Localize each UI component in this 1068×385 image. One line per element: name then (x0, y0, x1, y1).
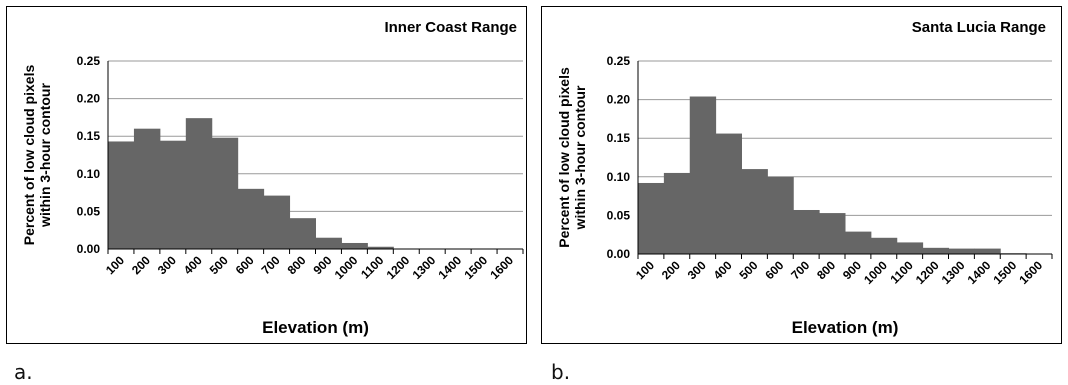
chart-panel-inner-coast-range: 0.00 0.05 0.10 0.15 0.20 0.25 100 200 300 400 500 6… (6, 6, 527, 344)
figure-caption-b: b. (551, 360, 571, 384)
x-tick-label: 1200 (913, 258, 942, 287)
histogram-bar (289, 218, 316, 249)
y-tick-label: 0.20 (77, 92, 101, 106)
x-tick-label: 100 (103, 253, 127, 277)
x-tick-label: 100 (633, 258, 657, 282)
histogram-bar (237, 188, 265, 249)
x-tick-label: 1000 (861, 258, 890, 287)
histogram-bar (948, 248, 975, 254)
histogram-bar (211, 137, 239, 249)
y-tick-label: 0.10 (77, 167, 101, 181)
histogram-bar (315, 237, 342, 249)
histogram-bar (793, 209, 820, 254)
x-tick-label: 300 (685, 258, 709, 282)
x-axis-label: Elevation (m) (792, 318, 899, 337)
y-axis-label-line: Percent of low cloud pixels (21, 65, 37, 246)
x-tick-label: 500 (736, 258, 760, 282)
x-tick-label: 600 (233, 253, 257, 277)
x-tick-label: 200 (659, 258, 683, 282)
x-tick-label: 1400 (965, 258, 994, 287)
y-tick-label: 0.05 (607, 208, 631, 222)
x-axis-label: Elevation (m) (262, 318, 369, 337)
histogram-bar (159, 140, 187, 249)
histogram-bar (767, 176, 794, 254)
histogram-bar (741, 169, 768, 254)
x-tick-label: 1300 (410, 253, 439, 282)
y-tick-label: 0.15 (607, 131, 631, 145)
x-tick-label: 400 (181, 253, 205, 277)
y-tick-label: 0.10 (607, 170, 631, 184)
histogram-bar (922, 247, 949, 254)
histogram-bar (367, 246, 394, 249)
histogram-bar (638, 182, 665, 254)
y-axis-label-line: Percent of low cloud pixels (556, 67, 572, 248)
x-tick-label: 1600 (487, 253, 516, 282)
y-tick-label: 0.00 (77, 242, 101, 256)
y-tick-label: 0.20 (607, 93, 631, 107)
x-tick-label: 900 (311, 253, 335, 277)
y-axis-label-line: within 3-hour contour (572, 85, 588, 230)
figure-caption-a: a. (14, 360, 33, 384)
x-tick-label: 1500 (991, 258, 1020, 287)
x-tick-label: 1000 (332, 253, 361, 282)
x-tick-label: 1500 (461, 253, 490, 282)
y-tick-label: 0.05 (77, 204, 101, 218)
histogram-bar (341, 242, 368, 249)
x-tick-label: 700 (259, 253, 283, 277)
histogram-bar (663, 172, 691, 254)
y-tick-label: 0.25 (77, 54, 101, 68)
histogram-bar (133, 128, 161, 249)
x-tick-label: 1200 (384, 253, 413, 282)
histogram-bar (689, 96, 717, 255)
x-tick-label: 200 (129, 253, 153, 277)
histogram-bar (819, 213, 846, 254)
y-tick-label: 0.15 (77, 129, 101, 143)
x-tick-label: 500 (207, 253, 231, 277)
histogram-bar (185, 118, 213, 249)
x-tick-label: 900 (840, 258, 864, 282)
x-tick-label: 300 (155, 253, 179, 277)
histogram-bar (896, 242, 924, 254)
x-tick-label: 1300 (939, 258, 968, 287)
y-tick-label: 0.25 (607, 54, 631, 68)
histogram-bar (263, 195, 291, 249)
x-tick-label: 800 (285, 253, 309, 277)
y-tick-label: 0.00 (607, 247, 631, 261)
x-tick-label: 1600 (1016, 258, 1045, 287)
chart-title: Santa Lucia Range (912, 19, 1046, 36)
y-axis-label-line: within 3-hour contour (37, 83, 53, 228)
x-tick-label: 1100 (887, 258, 916, 287)
x-tick-label: 700 (788, 258, 812, 282)
chart-title: Inner Coast Range (384, 19, 517, 36)
histogram-bar (715, 133, 742, 254)
x-tick-label: 800 (814, 258, 838, 282)
histogram-bar (870, 237, 898, 254)
chart-panel-santa-lucia-range: 0.00 0.05 0.10 0.15 0.20 0.25 100 200 300 400 500 6… (541, 6, 1062, 344)
histogram-bar (108, 141, 135, 249)
x-tick-label: 1100 (358, 253, 387, 282)
histogram-santa-lucia-range: 0.00 0.05 0.10 0.15 0.20 0.25 100 200 300 400 500 6… (556, 19, 1053, 337)
x-tick-label: 400 (711, 258, 735, 282)
histogram-bar (974, 248, 1001, 254)
x-tick-label: 600 (762, 258, 786, 282)
histogram-bar (845, 231, 872, 254)
x-tick-label: 1400 (435, 253, 464, 282)
histogram-inner-coast-range: 0.00 0.05 0.10 0.15 0.20 0.25 100 200 300 400 500 6… (21, 19, 524, 337)
